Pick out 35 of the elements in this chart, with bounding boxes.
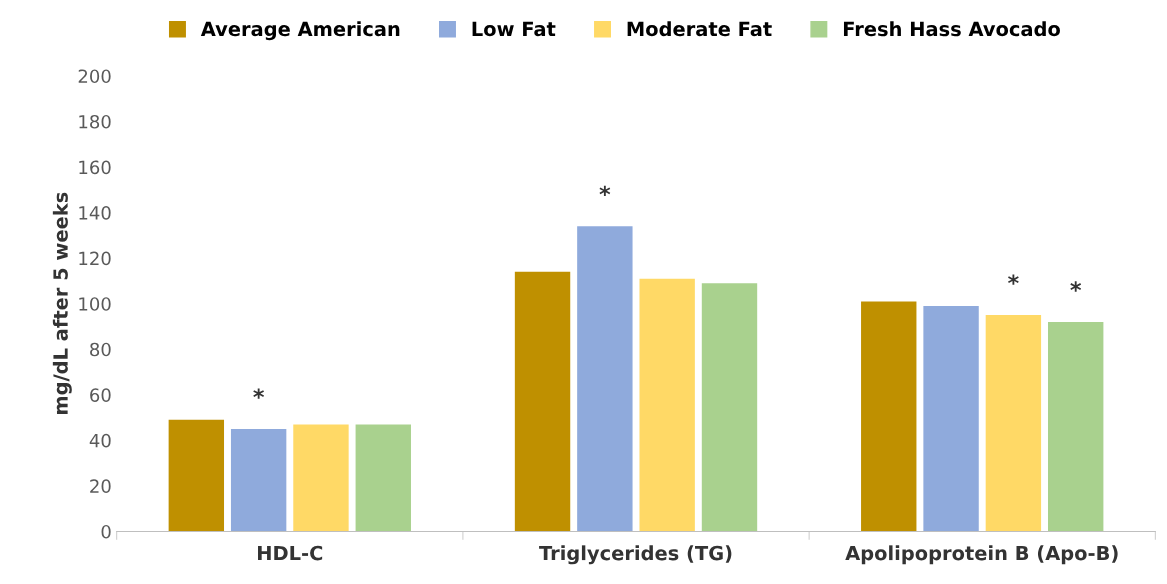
legend-label: Low Fat [472, 21, 556, 37]
bar [168, 419, 225, 532]
bar [861, 301, 917, 532]
y-tick-label: 180 [79, 114, 111, 129]
y-tick-label: 100 [79, 297, 111, 311]
data-label: * [1070, 281, 1082, 292]
y-tick-label: 120 [79, 251, 111, 266]
x-tick-label: Apolipoprotein B (Apo-B) [845, 545, 1118, 565]
bar [985, 315, 1042, 532]
y-tick-label: 60 [90, 388, 111, 402]
y-axis-title: mg/dL after 5 weeks [52, 192, 72, 415]
y-tick-label: 20 [90, 479, 111, 493]
data-label: * [599, 185, 611, 196]
bar [923, 305, 979, 532]
data-label: * [253, 388, 265, 399]
data-label: * [1008, 274, 1019, 285]
bar [514, 271, 571, 532]
bar [355, 424, 411, 532]
bar [701, 283, 758, 532]
legend-label: Moderate Fat [627, 21, 772, 37]
y-tick-label: 140 [79, 206, 111, 220]
bar [293, 424, 349, 532]
x-tick-label: HDL-C [258, 545, 323, 561]
x-tick-label: Triglycerides (TG) [539, 545, 732, 565]
bar [1048, 321, 1104, 532]
y-tick-label: 40 [89, 433, 111, 448]
bar [577, 226, 633, 532]
y-tick-label: 0 [101, 524, 111, 539]
bar [639, 278, 695, 532]
bar [230, 428, 287, 532]
y-tick-label: 80 [90, 342, 111, 357]
legend-label: Average American [200, 21, 400, 41]
legend-label: Fresh Hass Avocado [843, 21, 1060, 37]
y-tick-label: 160 [79, 160, 111, 175]
y-tick-label: 200 [78, 69, 111, 84]
